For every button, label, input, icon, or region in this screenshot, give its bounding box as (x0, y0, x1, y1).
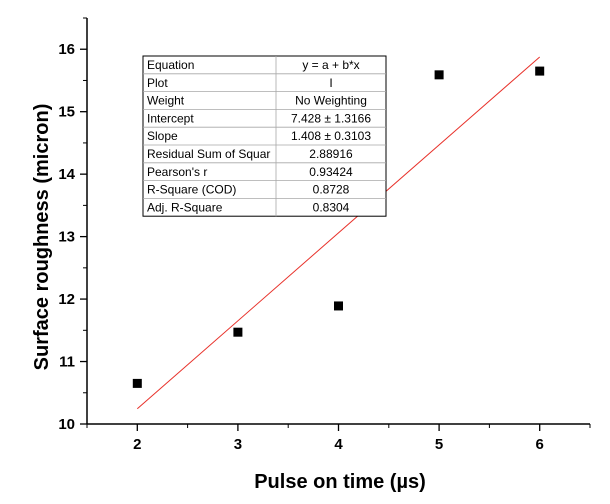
fit-table-value: No Weighting (295, 94, 367, 108)
y-tick-label: 10 (58, 416, 75, 433)
y-tick-label: 14 (58, 166, 75, 183)
x-tick-label: 4 (334, 436, 343, 453)
fit-table-key: Equation (147, 58, 194, 72)
fit-table-value: 0.8304 (313, 200, 350, 214)
fit-table-value: I (329, 76, 332, 90)
fit-table-key: R-Square (COD) (147, 183, 236, 197)
y-tick-label: 15 (58, 104, 75, 121)
data-point (535, 66, 545, 76)
fit-table-key: Slope (147, 129, 178, 143)
fit-line-group (136, 56, 541, 410)
x-tick-label: 5 (435, 436, 443, 453)
fit-table-key: Pearson's r (147, 165, 207, 179)
fit-table-key: Weight (147, 94, 185, 108)
fit-table-value: 0.8728 (313, 183, 350, 197)
fit-table-key: Residual Sum of Squar (147, 147, 270, 161)
fit-table-key: Intercept (147, 111, 194, 125)
x-axis-title: Pulse on time (µs) (254, 471, 426, 493)
fit-line (136, 56, 541, 410)
data-point (132, 378, 142, 388)
y-axis-title: Surface roughness (micron) (31, 104, 53, 371)
fit-table-border (142, 55, 387, 217)
fit-table-key: Adj. R-Square (147, 200, 223, 214)
y-tick-label: 12 (58, 291, 75, 308)
data-point (434, 70, 444, 80)
fit-table: Equation y = a + b*x Plot I Weight No Weighti… (142, 55, 387, 217)
tick-labels: 2 3 4 5 6 10 11 12 13 14 15 16 (58, 41, 544, 453)
y-tick-label: 13 (58, 229, 75, 246)
x-tick-label: 6 (536, 436, 544, 453)
x-tick-label: 2 (133, 436, 141, 453)
data-point (233, 327, 243, 337)
x-tick-label: 3 (234, 436, 242, 453)
data-points (132, 66, 545, 388)
fit-table-value: 1.408 ± 0.3103 (291, 129, 371, 143)
fit-table-key: Plot (147, 76, 168, 90)
fit-table-value: 2.88916 (309, 147, 353, 161)
fit-table-value: 7.428 ± 1.3166 (291, 111, 371, 125)
fit-table-value: y = a + b*x (302, 58, 359, 72)
y-tick-label: 16 (58, 41, 75, 58)
fit-table-value: 0.93424 (309, 165, 353, 179)
data-point (334, 301, 343, 311)
y-tick-label: 11 (59, 354, 75, 371)
axes (80, 17, 591, 431)
